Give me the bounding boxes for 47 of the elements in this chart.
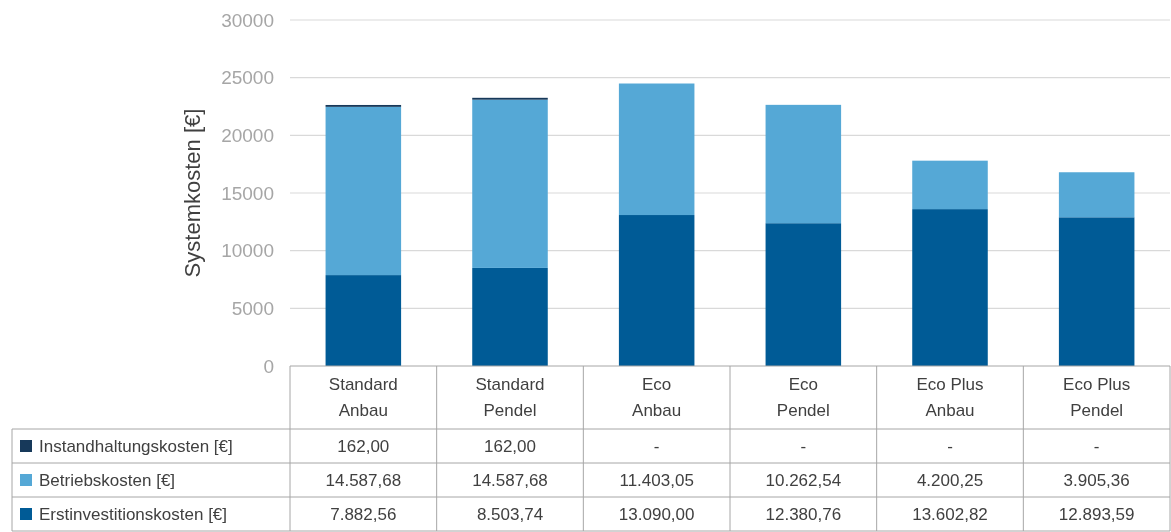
y-tick-label: 10000 bbox=[221, 240, 274, 262]
x-tick-label: Standard Pendel bbox=[475, 375, 545, 421]
y-tick-label: 0 bbox=[263, 355, 274, 377]
bar bbox=[765, 104, 842, 224]
text: - bbox=[947, 437, 953, 456]
text: - bbox=[653, 437, 660, 456]
text: - bbox=[1093, 437, 1100, 456]
bar bbox=[912, 209, 988, 366]
data-label: 14.587,68 bbox=[325, 471, 402, 490]
y-tick-label: 25000 bbox=[221, 67, 274, 89]
y-tick-label: 30000 bbox=[221, 9, 274, 31]
bar bbox=[912, 160, 988, 210]
data-label: 14.587,68 bbox=[472, 471, 548, 490]
legend-label: Betriebskosten [€] bbox=[39, 471, 176, 490]
bar bbox=[1058, 217, 1135, 366]
data-label: 10.262,54 bbox=[765, 471, 842, 490]
data-label: 12.893,59 bbox=[1058, 505, 1135, 524]
bar bbox=[472, 267, 548, 366]
data-label: 13.090,00 bbox=[618, 505, 695, 524]
data-label: 162,00 bbox=[337, 437, 390, 456]
bar bbox=[1058, 172, 1135, 218]
y-tick-label: 5000 bbox=[231, 297, 274, 319]
bar bbox=[325, 106, 402, 276]
x-tick-label: Standard Anbau bbox=[328, 375, 398, 421]
bar bbox=[325, 275, 402, 366]
y-tick-label: 20000 bbox=[221, 124, 274, 146]
data-label: 12.380,76 bbox=[765, 505, 842, 524]
x-tick-label: Eco Pendel bbox=[776, 375, 830, 421]
data-label: 3.905,36 bbox=[1063, 471, 1130, 490]
x-tick-label: Eco Plus Pendel bbox=[1063, 375, 1131, 421]
legend-label: Instandhaltungskosten [€] bbox=[39, 437, 233, 456]
data-label: 162,00 bbox=[484, 437, 536, 456]
legend-label: Erstinvestitionskosten [€] bbox=[39, 505, 228, 524]
data-label: 11.403,05 bbox=[619, 471, 694, 490]
y-tick-label: 15000 bbox=[221, 182, 274, 204]
bar bbox=[618, 215, 695, 366]
data-label: 7.882,56 bbox=[330, 505, 397, 524]
y-axis-title: Systemkosten [€] bbox=[179, 108, 205, 278]
x-tick-label: Eco Anbau bbox=[632, 375, 682, 421]
bar bbox=[618, 83, 695, 216]
bar bbox=[765, 223, 842, 366]
data-label: 8.503,74 bbox=[476, 505, 544, 524]
data-label: 4.200,25 bbox=[916, 471, 984, 490]
bar bbox=[472, 99, 548, 268]
data-label: 13.602,82 bbox=[912, 505, 988, 524]
x-tick-label: Eco Plus Anbau bbox=[916, 375, 984, 421]
text: - bbox=[800, 437, 807, 456]
